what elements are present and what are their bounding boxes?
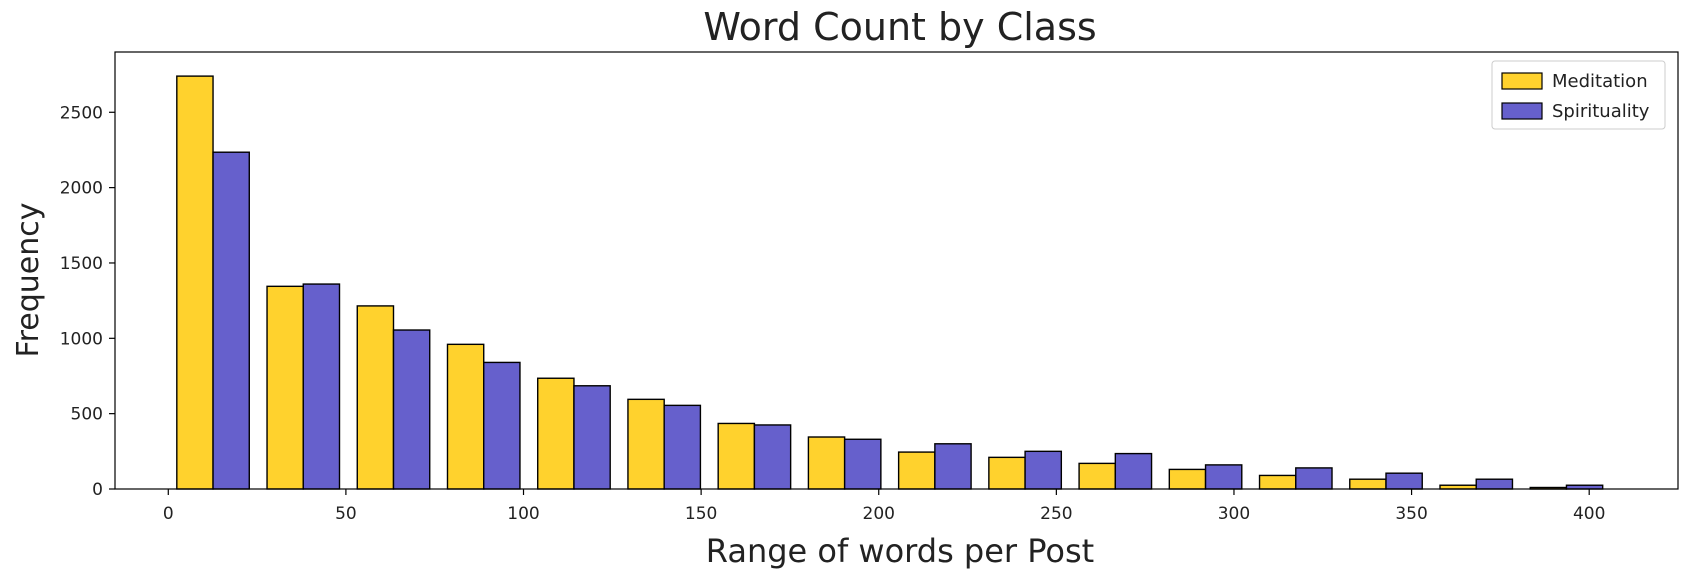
y-tick-label: 1500 <box>60 254 103 274</box>
bar-spirituality <box>1295 467 1333 490</box>
legend-label-spirituality: Spirituality <box>1552 101 1650 122</box>
bar-spirituality <box>663 404 702 490</box>
bar-meditation <box>717 422 756 490</box>
bar-spirituality <box>302 283 341 490</box>
x-tick-label: 150 <box>685 504 717 524</box>
x-tick-label: 250 <box>1040 504 1072 524</box>
bar-meditation <box>176 75 214 490</box>
bar-meditation <box>627 398 665 490</box>
legend-swatch-spirituality <box>1501 102 1543 120</box>
x-tick-label: 350 <box>1395 504 1427 524</box>
bar-meditation <box>1349 478 1387 490</box>
legend-swatch-meditation <box>1501 72 1543 90</box>
bar-meditation <box>446 343 485 490</box>
bar-meditation <box>897 451 936 490</box>
bar-spirituality <box>573 385 611 490</box>
bar-meditation <box>266 285 304 490</box>
bar-meditation <box>1168 468 1207 490</box>
bar-meditation <box>1258 474 1297 490</box>
bar-meditation <box>1078 462 1117 490</box>
bar-spirituality <box>1024 450 1063 490</box>
bar-spirituality <box>483 361 521 490</box>
bar-meditation <box>988 456 1026 490</box>
bar-spirituality <box>843 438 882 490</box>
y-tick-label: 0 <box>92 480 103 500</box>
bar-spirituality <box>1114 452 1153 490</box>
bar-spirituality <box>392 329 431 490</box>
bar-spirituality <box>753 424 792 490</box>
y-tick-label: 2500 <box>60 103 103 123</box>
bar-spirituality <box>1204 464 1243 490</box>
legend: Meditation Spirituality <box>1491 60 1666 130</box>
bar-spirituality <box>934 443 972 490</box>
axes-group: 0 50 100 150 200 250 300 350 400 0 500 1000 1500 2000… <box>60 51 1679 524</box>
x-axis-label: Range of words per Post <box>706 532 1094 570</box>
bar-spirituality <box>212 151 250 490</box>
plot-frame <box>114 51 1679 490</box>
bar-meditation <box>356 305 395 490</box>
legend-label-meditation: Meditation <box>1552 71 1648 92</box>
x-tick-label: 400 <box>1573 504 1605 524</box>
x-tick-label: 50 <box>335 504 357 524</box>
x-tick-label: 300 <box>1218 504 1250 524</box>
bar-spirituality <box>1385 472 1423 490</box>
y-axis-label: Frequency <box>11 203 46 358</box>
bars-group <box>176 75 1604 490</box>
x-tick-label: 0 <box>163 504 174 524</box>
x-tick-label: 200 <box>863 504 895 524</box>
bar-meditation <box>807 436 846 490</box>
x-tick-label: 100 <box>507 504 539 524</box>
bar-spirituality <box>1475 478 1514 490</box>
y-tick-label: 500 <box>71 405 103 425</box>
bar-meditation <box>537 377 575 490</box>
chart-title: Word Count by Class <box>703 5 1096 49</box>
y-tick-label: 1000 <box>60 329 103 349</box>
y-tick-label: 2000 <box>60 179 103 199</box>
